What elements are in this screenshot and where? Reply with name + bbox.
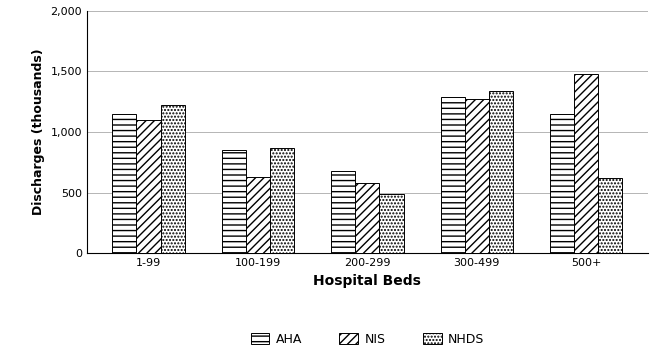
Bar bbox=[112, 114, 136, 253]
Bar bbox=[599, 178, 623, 253]
Bar bbox=[465, 99, 489, 253]
Bar bbox=[355, 183, 379, 253]
X-axis label: Hospital Beds: Hospital Beds bbox=[313, 274, 422, 288]
Y-axis label: Discharges (thousands): Discharges (thousands) bbox=[32, 49, 45, 215]
Bar bbox=[574, 74, 599, 253]
Bar bbox=[441, 97, 465, 253]
Bar bbox=[222, 150, 246, 253]
Legend: AHA, NIS, NHDS: AHA, NIS, NHDS bbox=[246, 328, 489, 351]
Bar bbox=[550, 114, 574, 253]
Bar bbox=[136, 120, 160, 253]
Bar bbox=[270, 148, 294, 253]
Bar bbox=[160, 105, 184, 253]
Bar bbox=[379, 194, 403, 253]
Bar bbox=[489, 91, 513, 253]
Bar bbox=[246, 177, 270, 253]
Bar bbox=[331, 171, 355, 253]
